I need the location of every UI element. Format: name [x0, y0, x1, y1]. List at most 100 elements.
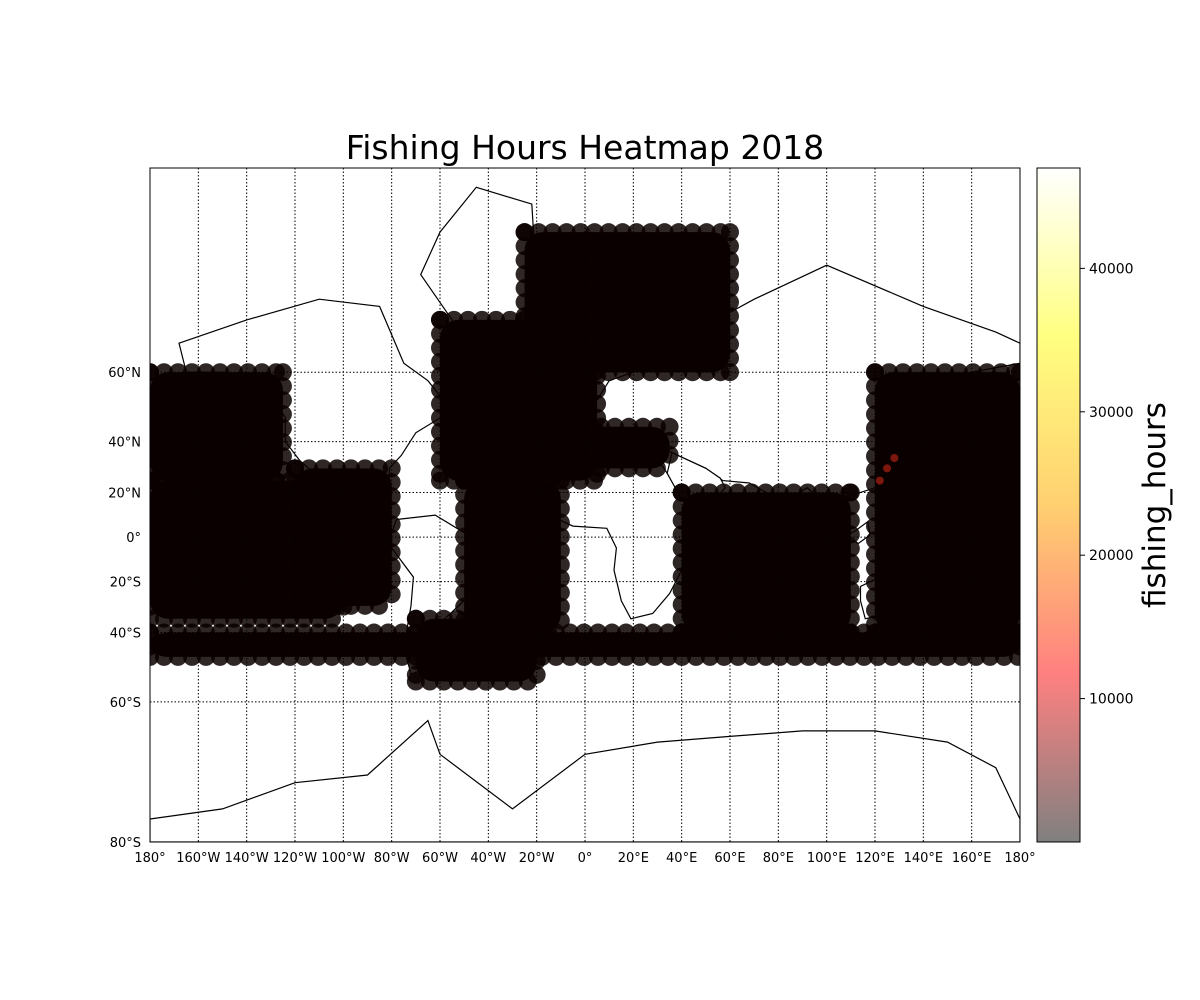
lon-tick-label: 180°	[134, 851, 165, 866]
fishing-dot	[382, 543, 401, 562]
longitude-ticks: 180° 160°W 140°W 120°W 100°W 80°W 60°W 40°W 20°W…	[134, 851, 1035, 866]
fishing-dot	[197, 609, 215, 628]
fishing-dot	[551, 513, 570, 532]
colorbar: 10000 20000 30000 40000 fishing_hours	[1036, 167, 1173, 843]
lat-tick-label: 20°N	[108, 486, 141, 501]
fishing-dot	[455, 555, 474, 574]
fishing-dot	[239, 647, 257, 666]
fishing-dot	[169, 471, 187, 490]
fishing-dot	[1011, 531, 1020, 550]
hotspot-point	[890, 454, 899, 463]
fishing-dot	[672, 483, 691, 502]
fishing-dot	[382, 585, 401, 604]
lon-tick-label: 140°W	[225, 851, 269, 866]
fishing-dot	[382, 529, 401, 548]
fishing-dot	[155, 647, 173, 666]
fishing-dot	[342, 596, 360, 615]
fishing-dot	[491, 647, 509, 666]
fishing-dot	[883, 647, 901, 666]
fishing-dot	[1011, 391, 1020, 410]
fishing-dot	[551, 597, 570, 616]
fishing-dot	[841, 595, 860, 614]
fishing-dot	[785, 647, 803, 666]
fishing-dot	[253, 647, 271, 666]
chart-title: Fishing Hours Heatmap 2018	[345, 128, 825, 167]
fishing-dot	[647, 417, 666, 436]
fishing-dot	[697, 223, 716, 242]
fishing-dot	[660, 445, 679, 464]
colorbar-gradient	[1036, 167, 1081, 843]
fishing-dot	[515, 293, 534, 312]
fishing-dot	[701, 647, 719, 666]
fishing-dot	[539, 471, 558, 490]
fishing-dot	[633, 459, 652, 478]
fishing-dot	[150, 597, 159, 616]
fishing-dot	[504, 672, 523, 691]
fishing-dot	[561, 647, 579, 666]
fishing-dot	[525, 471, 544, 490]
fishing-dot	[379, 647, 397, 666]
fishing-dot	[382, 487, 401, 506]
colorbar-tick-label: 30000	[1089, 405, 1134, 421]
fishing-dot	[1011, 447, 1020, 466]
lon-tick-label: 140°E	[904, 851, 944, 866]
fishing-dot	[911, 647, 929, 666]
fishing-dot	[150, 555, 159, 574]
latitude-ticks: 60°N 40°N 20°N 0° 20°S 40°S 60°S 80°S	[108, 366, 141, 851]
fishing-dot	[309, 647, 327, 666]
fishing-dot	[869, 647, 887, 666]
fishing-dot	[406, 665, 425, 684]
fishing-dot	[155, 471, 173, 490]
fishing-dot	[826, 483, 845, 502]
fishing-dot	[459, 310, 477, 329]
hotspot-layer	[875, 454, 899, 485]
fishing-dot	[577, 417, 596, 436]
fishing-dot	[1011, 573, 1020, 592]
fishing-dot	[286, 473, 304, 492]
fishing-region-north-pacific	[150, 363, 292, 490]
colorbar-tick-label: 10000	[1089, 692, 1134, 708]
fishing-dot	[841, 497, 860, 516]
fishing-dot	[672, 581, 691, 600]
fishing-dot	[462, 672, 481, 691]
fishing-dot	[799, 647, 817, 666]
fishing-dot	[841, 581, 860, 600]
fishing-region-mediterranean	[563, 417, 679, 478]
fishing-dot	[617, 647, 635, 666]
fishing-dot	[827, 647, 845, 666]
fishing-dot	[382, 459, 401, 478]
fishing-dot	[897, 647, 915, 666]
colorbar-tick-label: 40000	[1089, 261, 1134, 277]
fishing-dot	[150, 377, 159, 396]
fishing-dot	[672, 525, 691, 544]
fishing-dot	[197, 471, 215, 490]
fishing-dot	[603, 647, 621, 666]
lon-tick-label: 20°E	[618, 851, 649, 866]
fishing-dot	[1011, 587, 1020, 606]
lon-tick-label: 40°E	[666, 851, 697, 866]
lon-tick-label: 0°	[578, 851, 593, 866]
fishing-dot	[273, 433, 292, 452]
fishing-dot	[445, 310, 463, 329]
fishing-dot	[599, 223, 618, 242]
fishing-dot	[286, 487, 304, 506]
lon-tick-label: 60°E	[714, 851, 745, 866]
fishing-dot	[406, 609, 425, 628]
lat-tick-label: 0°	[126, 531, 141, 546]
fishing-dot	[841, 567, 860, 586]
lon-tick-label: 80°E	[763, 851, 794, 866]
fishing-dot	[150, 583, 159, 602]
fishing-dot	[455, 583, 474, 602]
fishing-dot	[351, 647, 369, 666]
fishing-dot	[529, 223, 548, 242]
fishing-region-fill	[681, 492, 851, 633]
fishing-dot	[477, 647, 495, 666]
fishing-dot	[382, 571, 401, 590]
fishing-dot	[295, 647, 313, 666]
lat-tick-label: 40°S	[110, 627, 141, 642]
fishing-dot	[672, 595, 691, 614]
hotspot-point	[875, 476, 884, 485]
fishing-dot	[183, 471, 201, 490]
fishing-dot	[150, 541, 159, 560]
